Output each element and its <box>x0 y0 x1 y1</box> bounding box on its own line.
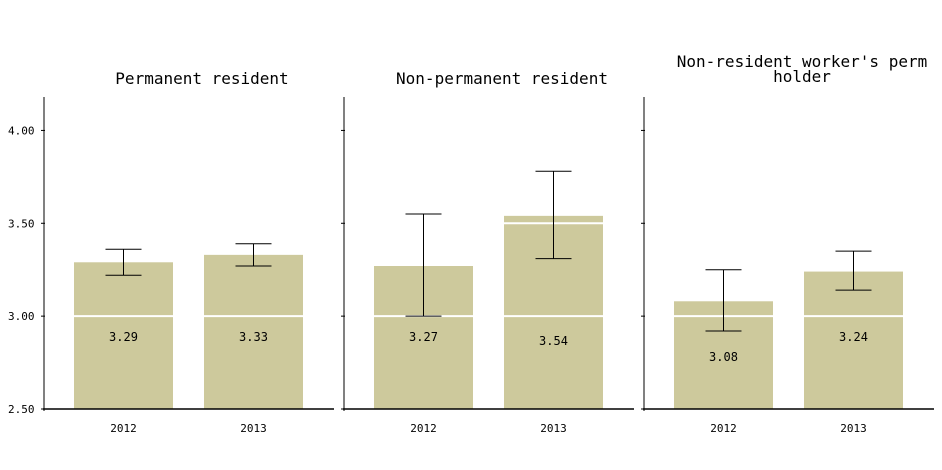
x-tick-label: 2012 <box>410 422 437 435</box>
panel-title: holder <box>773 67 831 86</box>
y-tick-label: 2.50 <box>8 403 35 416</box>
bar <box>74 262 173 409</box>
bar-value-label: 3.29 <box>109 330 138 344</box>
chart-panels: Permanent resident3.2920123.332013Non-pe… <box>41 52 934 435</box>
x-tick-label: 2013 <box>540 422 567 435</box>
bar-value-label: 3.24 <box>839 330 868 344</box>
bar-value-label: 3.54 <box>539 334 568 348</box>
y-tick-label: 3.50 <box>8 217 35 230</box>
y-tick-label: 4.00 <box>8 124 35 137</box>
x-tick-label: 2013 <box>240 422 267 435</box>
bar <box>804 271 903 409</box>
chart-panel: Permanent resident 3.29 2012 3.33 2013 <box>41 69 334 435</box>
x-tick-label: 2013 <box>840 422 867 435</box>
x-tick-label: 2012 <box>710 422 737 435</box>
panel-title: Non-permanent resident <box>396 69 608 88</box>
bar <box>204 254 303 409</box>
chart-panel: Non-permanent resident 3.27 2012 3.54 2013 <box>341 69 634 435</box>
bar-value-label: 3.33 <box>239 330 268 344</box>
panel-title: Non-resident worker's perm <box>677 52 927 71</box>
bar-value-label: 3.08 <box>709 350 738 364</box>
x-tick-label: 2012 <box>110 422 137 435</box>
panel-title: Permanent resident <box>115 69 288 88</box>
y-tick-label: 3.00 <box>8 310 35 323</box>
bar-value-label: 3.27 <box>409 330 438 344</box>
y-axis: 2.50 3.00 3.50 4.00 <box>8 124 35 416</box>
